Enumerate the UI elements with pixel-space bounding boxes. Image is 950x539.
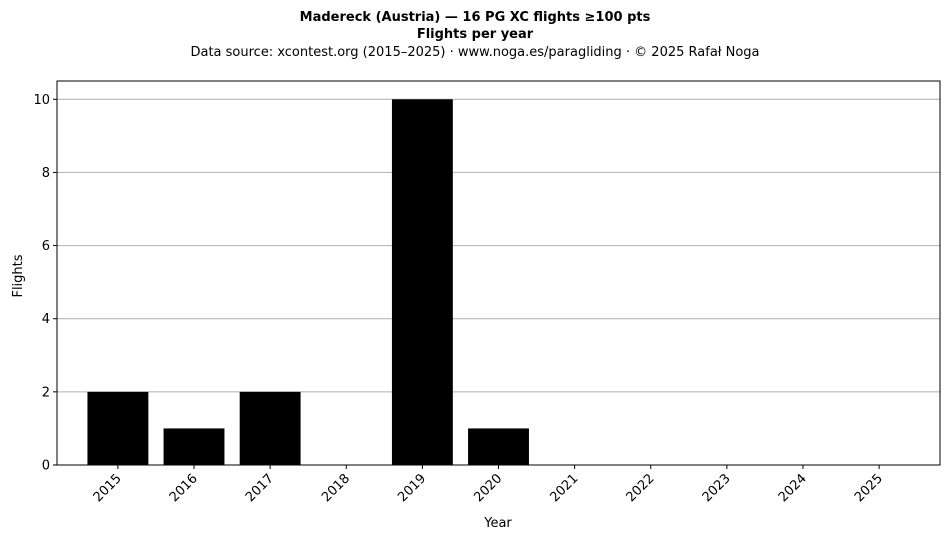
x-tick-label: 2022 — [624, 471, 658, 505]
y-axis-label: Flights — [11, 254, 26, 297]
y-tick-label: 4 — [42, 312, 50, 327]
chart-subtitle: Data source: xcontest.org (2015–2025) · … — [190, 45, 759, 60]
x-tick-label: 2023 — [700, 471, 734, 505]
chart-title-line2: Flights per year — [417, 27, 534, 42]
y-tick-label: 8 — [42, 166, 50, 181]
x-tick-label: 2025 — [852, 471, 886, 505]
y-axis-ticks: 0 2 4 6 8 10 — [33, 93, 57, 474]
bar-2016 — [163, 428, 225, 465]
bars — [87, 99, 529, 466]
x-tick-label: 2020 — [471, 471, 505, 505]
y-tick-label: 10 — [33, 93, 50, 108]
y-tick-label: 6 — [42, 239, 50, 254]
y-tick-label: 2 — [42, 385, 50, 400]
chart-title-line1: Madereck (Austria) — 16 PG XC flights ≥1… — [300, 10, 651, 25]
y-tick-label: 0 — [42, 459, 50, 474]
bar-2020 — [468, 428, 529, 465]
x-tick-label: 2021 — [547, 471, 581, 505]
x-tick-label: 2019 — [395, 471, 429, 505]
bar-2019 — [391, 99, 453, 466]
x-axis-ticks: 2015 2016 2017 2018 2019 2020 2021 2022 2023 2024… — [91, 465, 886, 505]
x-axis-label: Year — [483, 516, 512, 531]
x-tick-label: 2017 — [243, 471, 277, 505]
bar-2015 — [87, 391, 149, 465]
x-tick-label: 2015 — [91, 471, 125, 505]
x-tick-label: 2016 — [167, 471, 201, 505]
gridlines — [57, 98, 940, 466]
bar-2017 — [239, 391, 301, 465]
x-tick-label: 2018 — [319, 471, 353, 505]
x-tick-label: 2024 — [776, 471, 810, 505]
plot-frame — [56, 80, 941, 466]
